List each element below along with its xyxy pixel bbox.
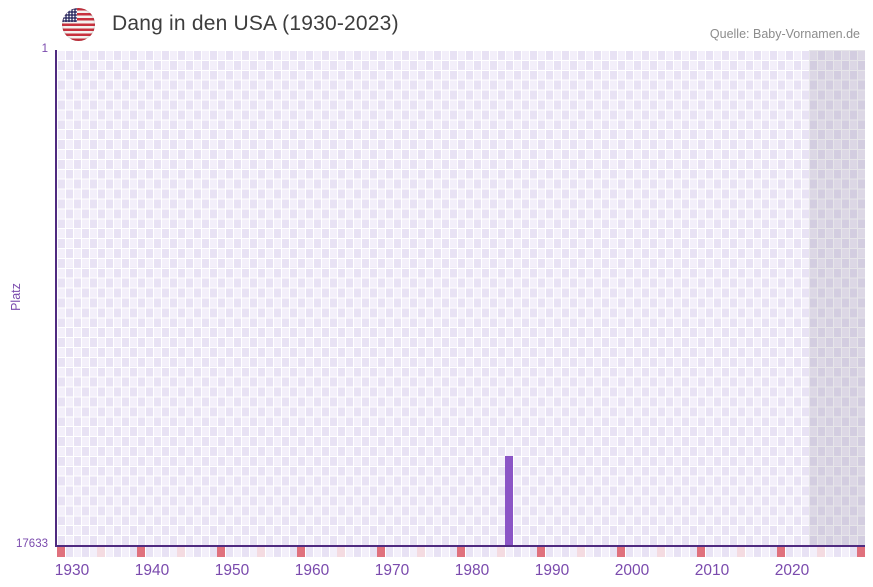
y-axis-line bbox=[55, 50, 57, 547]
x-major-tick bbox=[297, 547, 305, 557]
x-minor-tick bbox=[737, 547, 745, 557]
x-minor-tick bbox=[657, 547, 665, 557]
x-axis-label: 2020 bbox=[774, 562, 810, 579]
x-minor-tick bbox=[337, 547, 345, 557]
x-major-tick bbox=[857, 547, 865, 557]
x-major-tick bbox=[617, 547, 625, 557]
x-minor-tick bbox=[497, 547, 505, 557]
x-axis-label: 2000 bbox=[614, 562, 650, 579]
x-axis-tick-row bbox=[57, 547, 865, 557]
x-major-tick bbox=[57, 547, 65, 557]
x-axis-label: 1970 bbox=[374, 562, 410, 579]
x-major-tick bbox=[217, 547, 225, 557]
x-major-tick bbox=[137, 547, 145, 557]
y-axis-title: Platz bbox=[9, 283, 23, 311]
x-major-tick bbox=[697, 547, 705, 557]
rank-bar bbox=[505, 455, 513, 545]
x-major-tick bbox=[377, 547, 385, 557]
x-axis-label: 1950 bbox=[214, 562, 250, 579]
x-axis-line bbox=[55, 545, 865, 547]
chart-title: Dang in den USA (1930-2023) bbox=[112, 12, 399, 35]
y-axis-tick-top: 1 bbox=[41, 43, 48, 55]
x-axis-label: 1930 bbox=[54, 562, 90, 579]
x-minor-tick bbox=[177, 547, 185, 557]
x-major-tick bbox=[537, 547, 545, 557]
usa-flag-canton bbox=[62, 8, 77, 22]
x-minor-tick bbox=[817, 547, 825, 557]
x-axis-label: 1960 bbox=[294, 562, 330, 579]
future-years-overlay bbox=[809, 50, 865, 545]
x-axis-label: 1990 bbox=[534, 562, 570, 579]
plot-area bbox=[57, 50, 865, 545]
x-axis-label: 1980 bbox=[454, 562, 490, 579]
x-minor-tick bbox=[257, 547, 265, 557]
x-minor-tick bbox=[97, 547, 105, 557]
x-major-tick bbox=[457, 547, 465, 557]
x-minor-tick bbox=[577, 547, 585, 557]
y-axis-tick-bottom: 17633 bbox=[16, 538, 48, 550]
x-axis-label: 2010 bbox=[694, 562, 730, 579]
x-axis-label: 1940 bbox=[134, 562, 170, 579]
x-major-tick bbox=[777, 547, 785, 557]
source-credit: Quelle: Baby-Vornamen.de bbox=[709, 27, 860, 41]
usa-flag-icon bbox=[62, 8, 95, 41]
x-minor-tick bbox=[417, 547, 425, 557]
